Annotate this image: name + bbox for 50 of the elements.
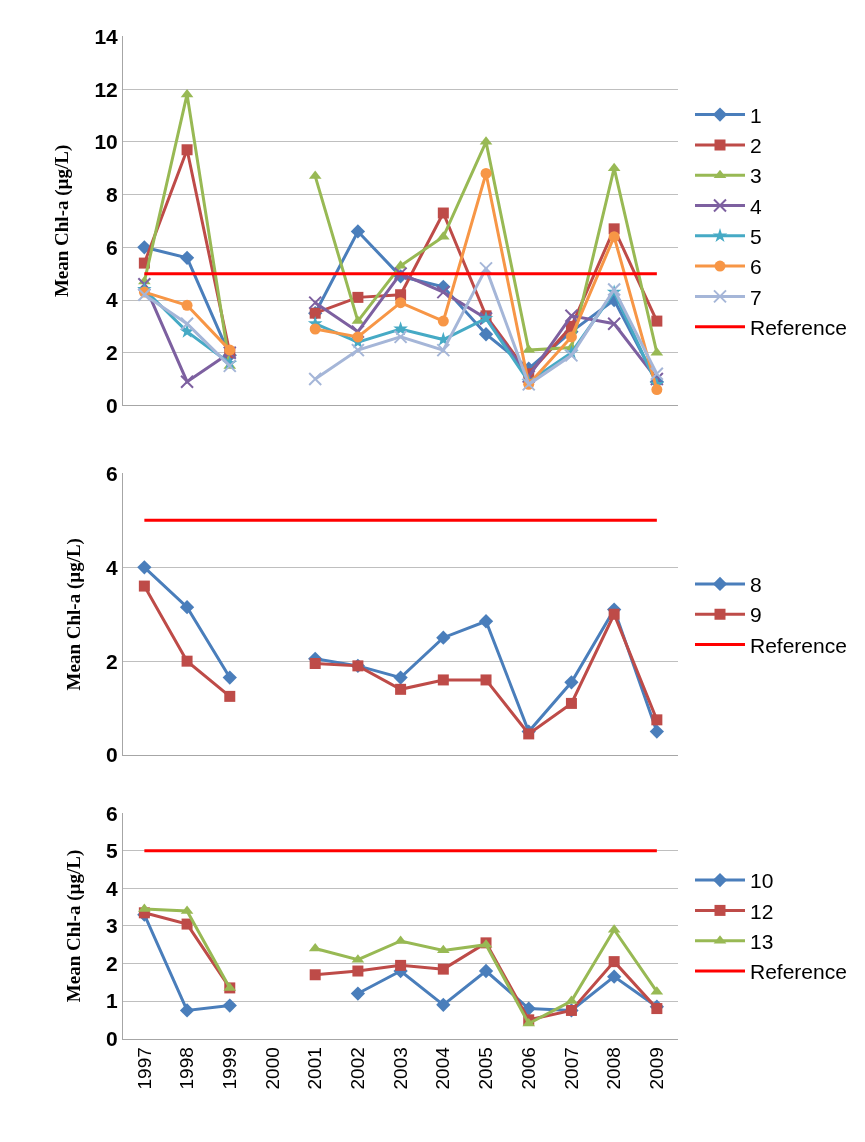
legend-label: 2: [750, 134, 762, 158]
y-tick-label: 14: [94, 24, 119, 48]
y-tick-label: 8: [106, 182, 119, 206]
legend-label: 8: [750, 573, 762, 597]
y-tick-label: 6: [106, 235, 118, 259]
legend-label: 6: [750, 255, 762, 279]
x-tick-label: 1997: [133, 1047, 155, 1090]
x-tick-label: 1999: [218, 1047, 240, 1090]
legend-label: 5: [750, 224, 762, 248]
legend-label: Reference: [750, 633, 847, 657]
x-tick-label: 2009: [646, 1047, 668, 1090]
x-tick-label: 2002: [347, 1047, 369, 1090]
x-tick-label: 2000: [261, 1047, 283, 1090]
x-tick-label: 2005: [475, 1047, 497, 1090]
x-tick-label: 2003: [389, 1047, 411, 1090]
legend-label: Reference: [750, 315, 847, 339]
legend-label: 13: [750, 929, 774, 953]
x-tick-label: 2001: [304, 1047, 326, 1090]
x-tick-label: 2006: [517, 1047, 539, 1090]
x-tick-label: 2007: [560, 1047, 582, 1090]
y-tick-label: 0: [106, 393, 118, 417]
x-tick-label: 2008: [603, 1047, 625, 1090]
y-tick-label: 2: [106, 951, 118, 975]
y-axis-title: Mean Chl-a (µg/L): [51, 144, 74, 298]
legend-label: 4: [750, 194, 762, 218]
y-tick-label: 10: [94, 130, 118, 154]
y-tick-label: 2: [106, 649, 118, 673]
y-tick-label: 4: [106, 555, 119, 579]
y-tick-label: 2: [106, 341, 118, 365]
y-tick-label: 0: [106, 743, 118, 767]
y-tick-label: 4: [106, 288, 119, 312]
y-tick-label: 6: [106, 461, 118, 485]
y-tick-label: 0: [106, 1026, 118, 1050]
y-axis-title: Mean Chl-a (µg/L): [62, 849, 85, 1003]
legend-label: 7: [750, 285, 762, 309]
y-tick-label: 6: [106, 801, 118, 825]
y-tick-label: 5: [106, 839, 119, 863]
legend-label: 3: [750, 164, 762, 188]
x-tick-label: 2004: [432, 1046, 454, 1090]
legend-label: 12: [750, 899, 774, 923]
y-tick-label: 4: [106, 876, 119, 900]
y-tick-label: 3: [106, 914, 118, 938]
y-tick-label: 12: [94, 77, 118, 101]
legend-label: 1: [750, 103, 762, 127]
legend-label: 9: [750, 603, 762, 627]
x-tick-label: 1998: [176, 1047, 198, 1090]
legend-label: 10: [750, 869, 774, 893]
legend-label: Reference: [750, 960, 847, 984]
y-tick-label: 1: [106, 989, 119, 1013]
y-axis-title: Mean Chl-a (µg/L): [62, 538, 85, 691]
